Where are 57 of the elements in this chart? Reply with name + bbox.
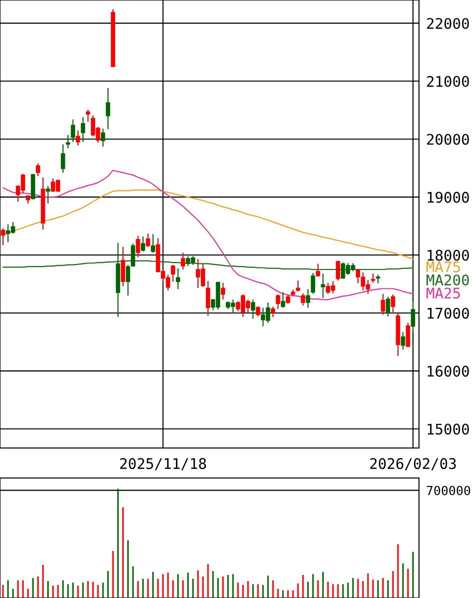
candlestick [126,264,130,296]
y-tick-label: 16000 [428,366,469,377]
candlestick [280,292,286,308]
candlestick [76,130,80,146]
candlestick [320,273,326,298]
candlestick [220,282,226,300]
candlestick [60,144,66,174]
y-tick-label: 21000 [427,76,469,87]
series-label: MA75 [426,261,460,272]
candlestick [170,264,176,282]
candlestick [180,252,186,270]
y-tick-label: 15000 [428,424,469,435]
candlestick [206,280,210,316]
x-tick-label: 2026/02/03 [370,458,456,470]
candlestick [70,118,76,143]
candlestick [336,260,340,282]
candlestick [276,294,280,310]
candlestick [80,116,86,143]
candlestick [140,236,146,252]
candlestick [286,294,290,304]
y-tick-label: 19000 [428,192,469,203]
candlestick [100,128,106,148]
x-tick-label: 2025/11/18 [120,458,206,470]
candlestick [120,246,126,287]
candlestick [306,288,310,308]
candlestick [130,242,136,268]
line-series [2,190,414,260]
candlestick [386,296,390,317]
candlestick [310,272,316,294]
series-label: MA200 [426,274,469,286]
candlestick [250,299,256,320]
candlestick [146,233,150,248]
candlestick [380,293,386,316]
candlestick [400,332,406,350]
candlestick [46,186,50,204]
candlestick [66,134,70,149]
candlestick [86,109,90,122]
series-label: MA25 [426,288,460,299]
candlestick [106,88,110,130]
y-tick-label: 18000 [428,250,469,261]
candlestick [136,235,140,258]
y-tick-label: 17000 [428,308,469,319]
candlestick [410,300,416,332]
candlestick [296,280,300,292]
candlestick [270,306,276,318]
candlestick [300,292,306,306]
candlestick [370,273,376,284]
candlestick [36,162,40,177]
candlestick [406,322,410,348]
candlestick [150,234,156,254]
candlestick [176,268,180,290]
y-tick-label: 22000 [427,18,469,29]
y-tick-label: 700000 [426,486,470,496]
candlestick [0,228,6,246]
candlestick [390,294,396,314]
candlestick [256,306,260,317]
y-tick-label: 20000 [427,134,469,145]
